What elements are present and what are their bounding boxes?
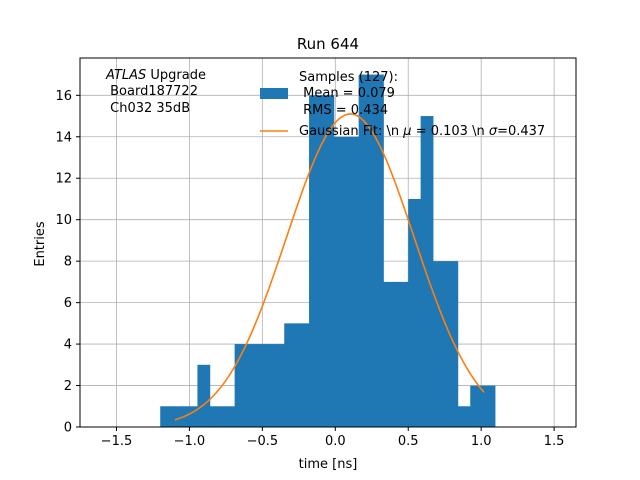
histogram-bar [445, 261, 459, 427]
x-tick-label: −0.5 [247, 434, 279, 449]
annotation-line-2: Board187722 [106, 84, 198, 99]
x-tick-label: −1.0 [174, 434, 206, 449]
histogram-bar [346, 136, 360, 428]
annotation-atlas: ATLAS [105, 68, 146, 83]
x-tick-label: 1.5 [544, 434, 565, 449]
annotation-line-1: ATLAS Upgrade [105, 68, 206, 83]
histogram-bar [247, 344, 260, 427]
x-tick-label: −1.5 [101, 434, 133, 449]
histogram-bar [172, 406, 186, 427]
y-tick-label: 6 [64, 296, 72, 311]
legend-fit-sigma-value: =0.437 [497, 124, 545, 139]
histogram-bar [209, 406, 223, 427]
histogram-bar [482, 385, 496, 427]
y-tick-label: 16 [55, 89, 72, 104]
legend-fit-prefix: Gaussian Fit: \n [299, 124, 403, 139]
histogram-bar [259, 344, 273, 427]
y-tick-label: 4 [64, 338, 72, 353]
histogram-bar [234, 344, 248, 427]
histogram-bar [309, 95, 322, 427]
legend: Samples (127): Mean = 0.079 RMS = 0.434 … [260, 70, 545, 139]
histogram-bar [371, 74, 384, 428]
histogram-bar [197, 364, 211, 427]
legend-hist-line-2: Mean = 0.079 [299, 86, 395, 101]
legend-fit-mu: μ [402, 124, 411, 139]
histogram-bar [296, 323, 310, 427]
y-tick-label: 8 [64, 255, 72, 270]
legend-hist-line-1: Samples (127): [299, 70, 398, 85]
y-tick-label: 0 [64, 421, 72, 436]
histogram-bar [457, 406, 471, 427]
gaussian-fit-curve [174, 113, 485, 421]
x-tick-label: 1.0 [471, 434, 492, 449]
atlas-annotation: ATLAS Upgrade Board187722 Ch032 35dB [105, 68, 206, 116]
x-tick-label: 0.0 [325, 434, 346, 449]
legend-fit-mu-value: = 0.103 \n [412, 124, 489, 139]
annotation-line-3: Ch032 35dB [106, 101, 190, 116]
histogram-bar [358, 74, 372, 428]
axis-ticks: −1.5 −1.0 −0.5 0.0 0.5 1.0 1.5 0 2 4 6 8 10 12 14 16 [55, 89, 564, 449]
histogram-bar [222, 406, 236, 427]
histogram-bar [160, 406, 174, 427]
plot-frame [79, 57, 577, 428]
chart-title: Run 644 [297, 35, 359, 53]
y-tick-label: 12 [55, 172, 72, 187]
histogram-bars [160, 74, 496, 428]
histogram-bar [271, 344, 285, 427]
y-tick-label: 2 [64, 379, 72, 394]
histogram-bar [420, 116, 434, 427]
annotation-upgrade: Upgrade [146, 68, 206, 83]
histogram-bar [383, 281, 397, 427]
x-tick-label: 0.5 [398, 434, 419, 449]
y-tick-label: 14 [55, 130, 72, 145]
legend-fit-sigma: σ [489, 124, 498, 139]
histogram-bar [433, 261, 446, 427]
y-tick-label: 10 [55, 213, 72, 228]
histogram-bar [470, 385, 484, 427]
gaussian-fit-line [174, 113, 485, 421]
y-axis-label: Entries [33, 221, 48, 267]
histogram-bar [408, 198, 422, 427]
legend-hist-line-3: RMS = 0.434 [299, 103, 388, 118]
histogram-bar [395, 281, 409, 427]
x-axis-label: time [ns] [299, 457, 358, 472]
histogram-bar [284, 323, 298, 427]
legend-fit-label: Gaussian Fit: \n μ = 0.103 \n σ=0.437 [299, 124, 545, 139]
legend-hist-swatch [260, 88, 288, 99]
histogram-bar [321, 95, 335, 427]
histogram-bar [333, 136, 347, 428]
